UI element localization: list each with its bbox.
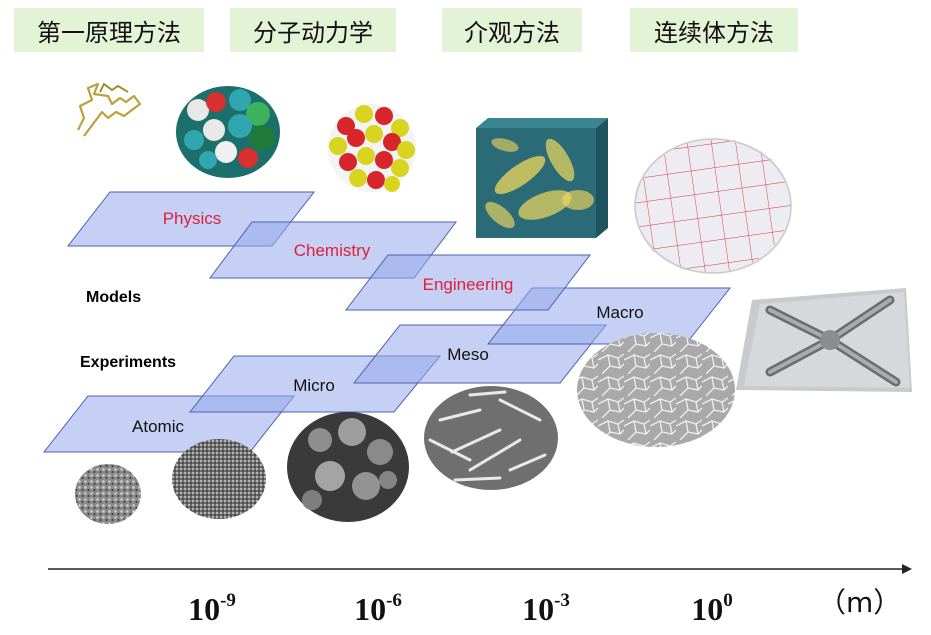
model-physics-plane-label: Physics bbox=[163, 209, 222, 228]
tag-first-principles: 第一原理方法 bbox=[14, 8, 204, 52]
polymer-chain-icon bbox=[77, 82, 142, 137]
model-chemistry-plane-label: Chemistry bbox=[294, 241, 371, 260]
mesoscale-crystals-icon bbox=[476, 118, 608, 238]
axis-tick-label: 100 bbox=[691, 590, 733, 627]
model-engineering-plane bbox=[344, 254, 592, 311]
molecule-spacefill-icon bbox=[176, 86, 280, 178]
atom-cluster-icon bbox=[328, 104, 416, 192]
experiment-atomic-plane-label: Atomic bbox=[132, 417, 184, 436]
axis-tick-label: 10-6 bbox=[354, 590, 402, 627]
axis-tick-label: 10-3 bbox=[522, 590, 570, 627]
experiment-micro-plane-label: Micro bbox=[293, 376, 335, 395]
micro-particle-micrograph-icon bbox=[287, 412, 409, 522]
meso-needle-micrograph-icon bbox=[424, 386, 558, 490]
axis-unit-label: （m） bbox=[818, 586, 901, 619]
macro-grain-micrograph-icon bbox=[577, 333, 735, 447]
model-engineering-plane-label: Engineering bbox=[423, 275, 514, 294]
tag-mesoscale-methods: 介观方法 bbox=[442, 8, 582, 52]
fem-mesh-sphere-icon bbox=[626, 128, 800, 284]
tag-continuum-methods: 连续体方法 bbox=[630, 8, 798, 52]
experiments-row-label: Experiments bbox=[80, 354, 176, 371]
micro-grain-micrograph-icon bbox=[172, 439, 266, 519]
models-row-label: Models bbox=[86, 289, 141, 306]
metal-part-photo-icon bbox=[736, 288, 912, 392]
experiment-macro-plane-label: Macro bbox=[596, 303, 643, 322]
experiment-meso-plane-label: Meso bbox=[447, 345, 489, 364]
atomic-surface-micrograph-icon bbox=[75, 464, 141, 524]
length-scale-axis bbox=[48, 564, 912, 574]
tag-molecular-dynamics: 分子动力学 bbox=[230, 8, 396, 52]
axis-tick-label: 10-9 bbox=[188, 590, 236, 627]
